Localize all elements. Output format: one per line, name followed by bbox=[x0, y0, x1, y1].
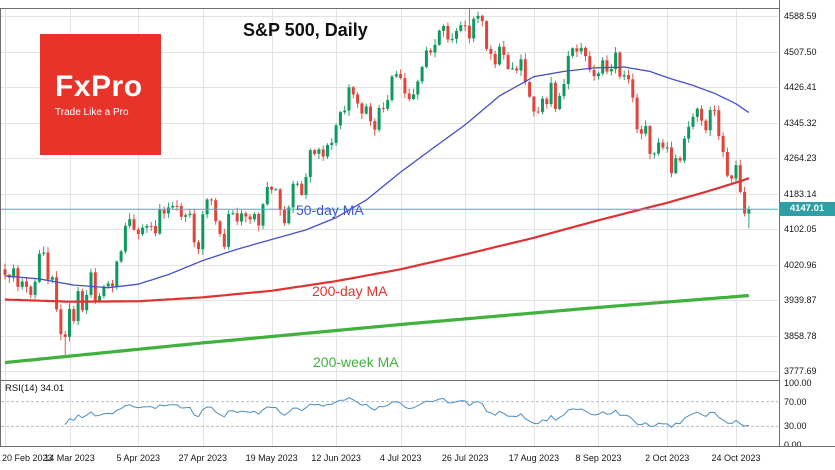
current-price-badge: 4147.01 bbox=[779, 202, 835, 216]
chart-title: S&P 500, Daily bbox=[243, 20, 368, 40]
price-tick-label: 4020.96 bbox=[784, 260, 817, 270]
date-tick-label: 20 Feb 2023 bbox=[2, 453, 53, 463]
price-tick-label: 4102.05 bbox=[784, 224, 817, 234]
fxpro-logo-tagline: Trade Like a Pro bbox=[55, 106, 129, 118]
candlestick-series bbox=[3, 7, 751, 358]
date-tick-label: 17 Aug 2023 bbox=[508, 453, 560, 463]
price-axis[interactable]: 4588.59 4507.50 4426.41 4345.32 4264.23 4183.… bbox=[779, 0, 835, 450]
rsi-tick-label: 100.00 bbox=[784, 378, 812, 388]
price-tick-label: 4588.59 bbox=[784, 11, 817, 21]
date-tick-label: 26 Jul 2023 bbox=[441, 453, 489, 463]
date-tick-label: 24 Oct 2023 bbox=[711, 453, 761, 463]
ma200w-label: 200-week MA bbox=[313, 354, 399, 370]
grid-lines bbox=[1, 8, 778, 446]
price-tick-label: 4507.50 bbox=[784, 47, 817, 57]
ma200d-line bbox=[4, 177, 750, 303]
ma50-line bbox=[4, 66, 750, 289]
rsi-level-lines bbox=[1, 401, 778, 427]
fxpro-logo-text: FxPro bbox=[55, 69, 143, 103]
rsi-tick-label: 30.00 bbox=[784, 421, 807, 431]
price-tick-label: 4264.23 bbox=[784, 153, 817, 163]
date-tick-label: 4 Jul 2023 bbox=[379, 453, 422, 463]
price-tick-label: 3777.69 bbox=[784, 366, 817, 376]
date-tick-label: 8 Sep 2023 bbox=[575, 453, 622, 463]
price-tick-label: 3858.78 bbox=[784, 331, 817, 341]
price-tick-label: 4345.32 bbox=[784, 118, 817, 128]
rsi-tick-label: 70.00 bbox=[784, 397, 807, 407]
time-axis[interactable]: 20 Feb 2023 14 Mar 2023 5 Apr 2023 27 Apr 2… bbox=[0, 446, 835, 470]
price-tick-label: 4183.14 bbox=[784, 189, 817, 199]
ma50-label: 50-day MA bbox=[296, 202, 364, 218]
pane-frame bbox=[0, 8, 835, 446]
date-tick-label: 19 May 2023 bbox=[245, 453, 298, 463]
price-tick-label: 3939.87 bbox=[784, 295, 817, 305]
date-tick-label: 2 Oct 2023 bbox=[645, 453, 690, 463]
ma200w-line bbox=[4, 294, 750, 365]
price-tick-label: 4426.41 bbox=[784, 82, 817, 92]
rsi-line bbox=[64, 397, 750, 428]
fxpro-logo: FxPro Trade Like a Pro bbox=[40, 34, 161, 155]
date-tick-label: 12 Jun 2023 bbox=[311, 453, 361, 463]
ma200d-label: 200-day MA bbox=[312, 283, 388, 299]
date-tick-label: 14 Mar 2023 bbox=[44, 453, 95, 463]
rsi-indicator-label: RSI(14) 34.01 bbox=[5, 383, 65, 394]
date-tick-label: 5 Apr 2023 bbox=[116, 453, 161, 463]
date-tick-label: 27 Apr 2023 bbox=[178, 453, 228, 463]
rsi-tick-label: 0.00 bbox=[784, 440, 802, 450]
